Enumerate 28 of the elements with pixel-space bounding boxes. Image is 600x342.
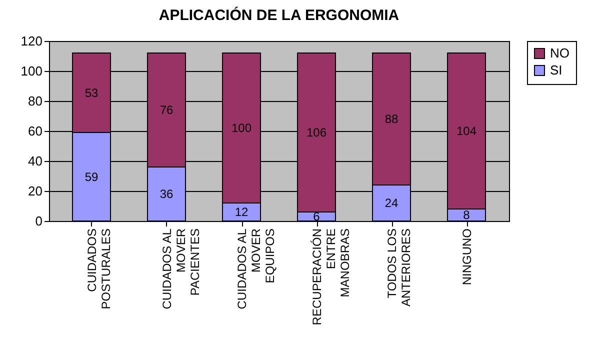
x-tick-label: TODOS LOS ANTERIORES	[385, 228, 413, 307]
x-tick-label: CUIDADOS AL MOVER EQUIPOS	[235, 228, 277, 310]
data-label: 59	[84, 170, 98, 184]
y-tick-label: 20	[28, 184, 42, 198]
data-label: 8	[463, 208, 470, 222]
y-tick-label: 0	[35, 214, 42, 228]
data-label: 12	[234, 205, 248, 219]
data-label: 36	[160, 187, 174, 201]
chart-title: APLICACIÓN DE LA ERGONOMIA	[158, 6, 400, 24]
y-tick-label: 60	[28, 124, 42, 138]
x-tick-label: CUIDADOS AL MOVER PACIENTES	[160, 228, 202, 310]
y-tick-label: 120	[20, 34, 42, 48]
data-label: 88	[384, 112, 398, 126]
legend-label: NO	[550, 46, 570, 60]
data-label: 6	[313, 210, 320, 224]
data-label: 76	[160, 103, 174, 117]
data-label: 24	[384, 196, 398, 210]
y-tick-label: 40	[28, 154, 42, 168]
x-tick-label: NINGUNO	[460, 228, 474, 286]
data-label: 106	[306, 126, 327, 140]
data-label: 53	[84, 86, 98, 100]
legend-label: SI	[550, 62, 562, 78]
x-tick-label: RECUPERACIÓN ENTRE MANOBRAS	[310, 228, 352, 326]
data-label: 104	[456, 124, 477, 138]
x-tick-label: CUIDADOS POSTURALES	[85, 228, 113, 310]
y-tick-label: 100	[20, 64, 42, 78]
y-tick-label: 80	[28, 94, 42, 108]
data-label: 100	[231, 121, 252, 135]
